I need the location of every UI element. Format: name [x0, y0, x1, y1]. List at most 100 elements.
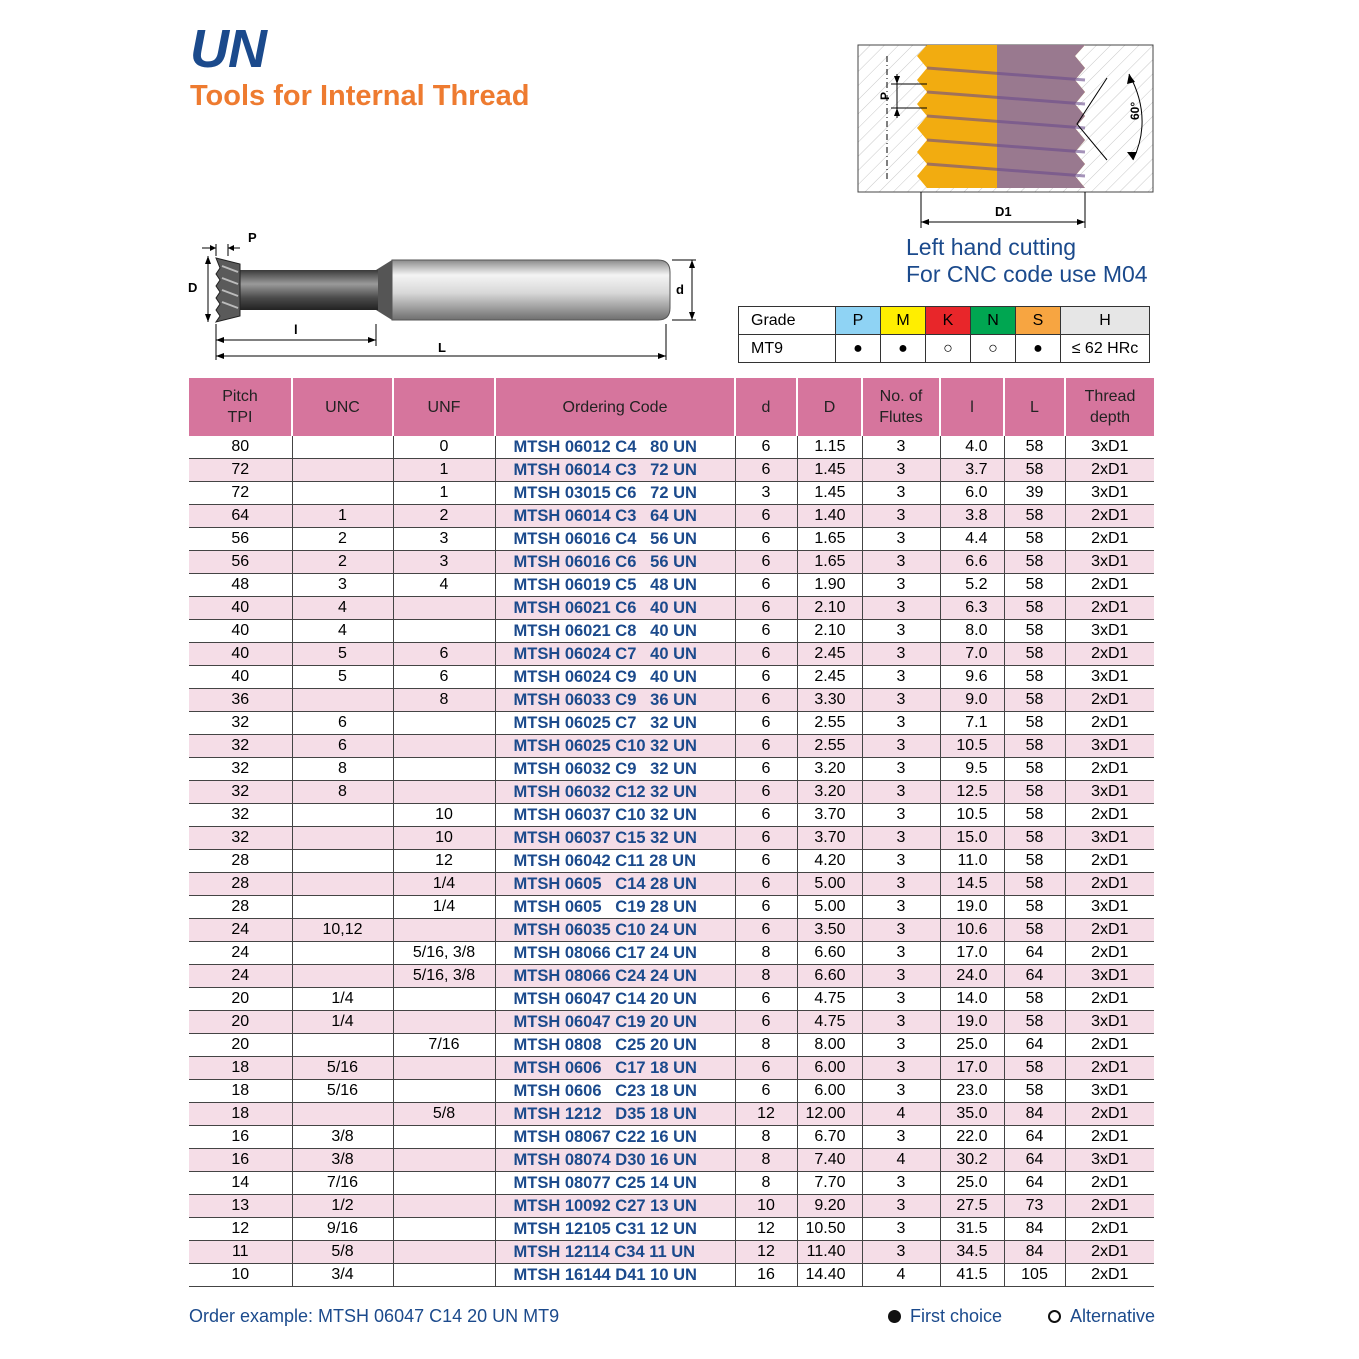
cell-flutes: 3 [861, 1125, 940, 1149]
cell-thread-depth: 2xD1 [1064, 688, 1154, 712]
cell-d: 6 [734, 918, 797, 942]
cell-ordering-code: MTSH 06019 C5 48 UN [494, 573, 735, 597]
cell-d: 6 [734, 780, 797, 804]
cell-pitch: 24 [189, 918, 292, 942]
cell-l: 10.6 [939, 918, 1004, 942]
cell-ordering-code: MTSH 06033 C9 36 UN [494, 688, 735, 712]
cell-l: 19.0 [939, 895, 1004, 919]
cell-unf [392, 596, 495, 620]
cell-ordering-code: MTSH 06037 C15 32 UN [494, 826, 735, 850]
cell-l: 10.5 [939, 803, 1004, 827]
cell-unf: 4 [392, 573, 495, 597]
header-d: d [734, 378, 797, 436]
cell-flutes: 3 [861, 757, 940, 781]
cell-d: 8 [734, 1171, 797, 1195]
cell-d: 8 [734, 941, 797, 965]
table-row: 56 2 3 MTSH 06016 C4 56 UN 6 1.65 3 4.4 58 2xD1 [189, 527, 1154, 551]
cell-d: 10 [734, 1194, 797, 1218]
cell-D: 12.00 [796, 1102, 862, 1126]
cell-unc: 5/16 [291, 1079, 393, 1103]
cell-unf: 1/4 [392, 895, 495, 919]
cell-D: 3.20 [796, 757, 862, 781]
cell-ordering-code: MTSH 06016 C4 56 UN [494, 527, 735, 551]
dim-L-label: L [438, 340, 446, 355]
cell-pitch: 80 [189, 436, 292, 459]
cell-unf [392, 1056, 495, 1080]
cell-ordering-code: MTSH 06042 C11 28 UN [494, 849, 735, 873]
grade-col-k: K [925, 306, 971, 335]
cell-flutes: 3 [861, 1079, 940, 1103]
cell-unf: 10 [392, 803, 495, 827]
cell-l: 9.5 [939, 757, 1004, 781]
cell-D: 7.70 [796, 1171, 862, 1195]
cell-flutes: 3 [861, 504, 940, 528]
cell-D: 11.40 [796, 1240, 862, 1264]
cell-d: 6 [734, 688, 797, 712]
cell-l: 34.5 [939, 1240, 1004, 1264]
cell-L: 39 [1003, 481, 1065, 505]
cell-unf [392, 757, 495, 781]
cell-ordering-code: MTSH 06021 C6 40 UN [494, 596, 735, 620]
cell-unc [291, 1033, 393, 1057]
cell-thread-depth: 2xD1 [1064, 527, 1154, 551]
table-row: 72 1 MTSH 03015 C6 72 UN 3 1.45 3 6.0 39 3xD1 [189, 481, 1154, 505]
cell-d: 6 [734, 895, 797, 919]
cell-unf: 7/16 [392, 1033, 495, 1057]
grade-value-k: ○ [925, 334, 971, 363]
cell-unc [291, 481, 393, 505]
cell-L: 58 [1003, 1010, 1065, 1034]
cell-l: 3.8 [939, 504, 1004, 528]
cell-thread-depth: 2xD1 [1064, 849, 1154, 873]
cell-L: 64 [1003, 964, 1065, 988]
cell-flutes: 3 [861, 458, 940, 482]
cell-unc: 1/4 [291, 1010, 393, 1034]
cell-L: 58 [1003, 1079, 1065, 1103]
cell-unf [392, 1194, 495, 1218]
cell-pitch: 24 [189, 964, 292, 988]
cell-L: 58 [1003, 573, 1065, 597]
table-row: 20 1/4 MTSH 06047 C19 20 UN 6 4.75 3 19.0 58 3xD… [189, 1010, 1154, 1034]
cell-pitch: 32 [189, 711, 292, 735]
cell-unf [392, 987, 495, 1011]
cell-pitch: 20 [189, 1010, 292, 1034]
cell-l: 12.5 [939, 780, 1004, 804]
cell-l: 35.0 [939, 1102, 1004, 1126]
cell-flutes: 3 [861, 1056, 940, 1080]
cell-flutes: 3 [861, 1010, 940, 1034]
cell-unc: 2 [291, 550, 393, 574]
cell-pitch: 13 [189, 1194, 292, 1218]
cell-thread-depth: 2xD1 [1064, 1263, 1154, 1287]
cell-L: 58 [1003, 918, 1065, 942]
table-row: 24 5/16, 3/8 MTSH 08066 C17 24 UN 8 6.60 3 17.… [189, 941, 1154, 965]
cell-unc: 8 [291, 780, 393, 804]
cell-ordering-code: MTSH 08066 C24 24 UN [494, 964, 735, 988]
cell-pitch: 18 [189, 1056, 292, 1080]
cell-L: 105 [1003, 1263, 1065, 1287]
cell-unc: 6 [291, 734, 393, 758]
cell-thread-depth: 2xD1 [1064, 1125, 1154, 1149]
cell-thread-depth: 2xD1 [1064, 711, 1154, 735]
cell-L: 58 [1003, 436, 1065, 459]
cell-thread-depth: 2xD1 [1064, 872, 1154, 896]
cell-L: 58 [1003, 550, 1065, 574]
cell-D: 3.70 [796, 803, 862, 827]
grade-row-label: MT9 [738, 334, 836, 363]
cell-d: 6 [734, 803, 797, 827]
cell-d: 6 [734, 642, 797, 666]
cell-pitch: 32 [189, 780, 292, 804]
order-example: Order example: MTSH 06047 C14 20 UN MT9 [189, 1306, 560, 1326]
table-row: 10 3/4 MTSH 16144 D41 10 UN 16 14.40 4 41.5 105… [189, 1263, 1154, 1287]
cell-d: 6 [734, 665, 797, 689]
cell-unf: 3 [392, 550, 495, 574]
cell-D: 1.65 [796, 550, 862, 574]
cell-d: 6 [734, 596, 797, 620]
cutting-note: Left hand cutting For CNC code use M04 [906, 234, 1148, 288]
cell-thread-depth: 2xD1 [1064, 1171, 1154, 1195]
cell-flutes: 3 [861, 1194, 940, 1218]
cell-flutes: 3 [861, 550, 940, 574]
cell-l: 25.0 [939, 1171, 1004, 1195]
cell-thread-depth: 3xD1 [1064, 619, 1154, 643]
table-row: 72 1 MTSH 06014 C3 72 UN 6 1.45 3 3.7 58 2xD1 [189, 458, 1154, 482]
cell-unc: 5/16 [291, 1056, 393, 1080]
cell-pitch: 14 [189, 1171, 292, 1195]
